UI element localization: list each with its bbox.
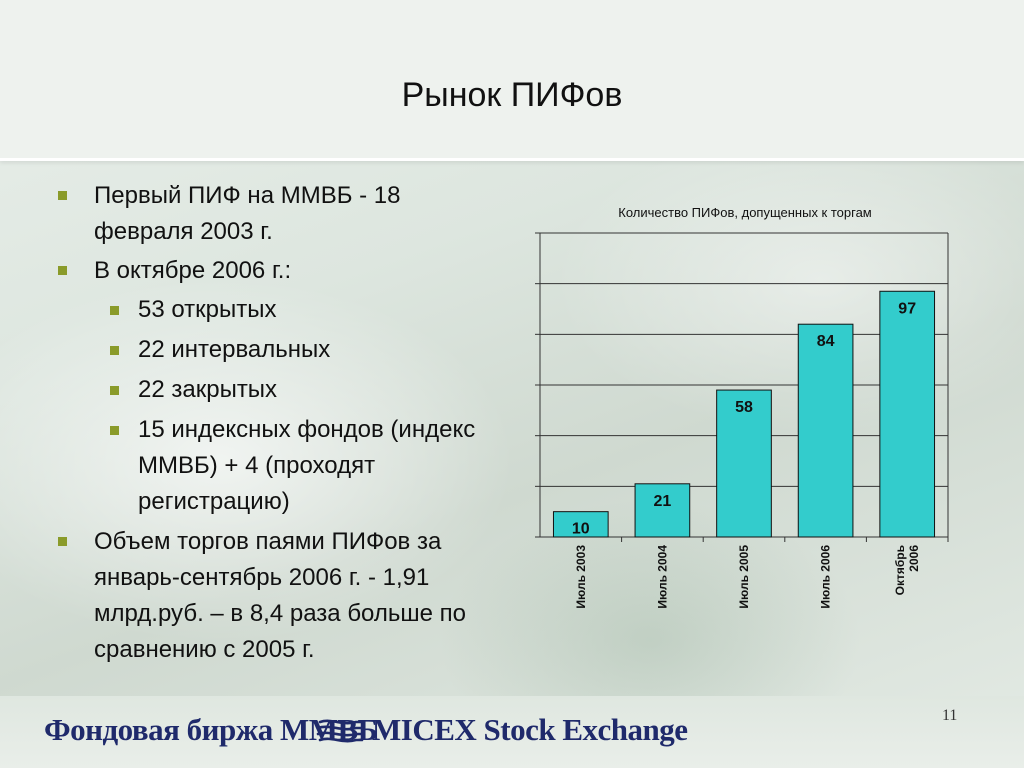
sub-bullet-item: 15 индексных фондов (индекс ММВБ) + 4 (п… <box>56 412 496 520</box>
slide-footer <box>0 696 1024 768</box>
x-tick-label: Октябрь2006 <box>893 545 921 596</box>
bar <box>797 323 854 538</box>
bullet-text: 15 индексных фондов (индекс ММВБ) + 4 (п… <box>138 416 476 515</box>
bullet-text: 22 интервальных <box>138 336 331 363</box>
bullet-square-icon <box>58 191 67 200</box>
bar-chart: 10 Июль 2003 21 Июль 2004 58 Июль 2005 84 Июль … <box>535 232 949 609</box>
bullet-square-icon <box>110 306 119 315</box>
chart-title: Количество ПИФов, допущенных к торгам <box>618 205 872 220</box>
bullet-text: В октябре 2006 г.: <box>94 257 292 284</box>
page-number: 11 <box>942 707 958 724</box>
x-tick-label: Июль 2003 <box>574 545 588 609</box>
micex-logo-icon <box>316 719 365 743</box>
bullet-item: В октябре 2006 г.: <box>56 253 496 289</box>
bullet-square-icon <box>110 346 119 355</box>
bar <box>879 290 936 538</box>
data-label: 84 <box>817 333 835 350</box>
bullet-list: Первый ПИФ на ММВБ - 18 февраля 2003 г. В… <box>56 178 496 671</box>
data-label: 10 <box>572 521 590 538</box>
bullet-item: Объем торгов паями ПИФов за январь-сентя… <box>56 524 496 668</box>
data-label: 21 <box>654 493 672 510</box>
bullet-square-icon <box>110 386 119 395</box>
x-tick-label: Июль 2006 <box>819 545 833 609</box>
sub-bullet-item: 53 открытых <box>56 292 496 328</box>
slide-header: Рынок ПИФов <box>0 0 1024 161</box>
bullet-text: Объем торгов паями ПИФов за январь-сентя… <box>94 528 466 663</box>
bar <box>634 483 691 538</box>
sub-bullet-item: 22 интервальных <box>56 332 496 368</box>
bullet-square-icon <box>58 537 67 546</box>
bullet-item: Первый ПИФ на ММВБ - 18 февраля 2003 г. <box>56 178 496 250</box>
bullet-square-icon <box>58 266 67 275</box>
data-label: 97 <box>898 300 916 317</box>
x-tick-label: Июль 2005 <box>737 545 751 609</box>
data-label: 58 <box>735 399 753 416</box>
bullet-text: Первый ПИФ на ММВБ - 18 февраля 2003 г. <box>94 182 401 245</box>
x-tick-label: Июль 2004 <box>655 545 669 609</box>
bar <box>552 511 609 538</box>
bullet-text: 53 открытых <box>138 296 277 323</box>
bullet-square-icon <box>110 426 119 435</box>
footer-logo-left-text: Фондовая биржа ММВБ <box>44 712 378 747</box>
slide-title: Рынок ПИФов <box>401 76 623 114</box>
bar <box>716 389 772 538</box>
bullet-text: 22 закрытых <box>138 376 278 403</box>
footer-logo-right-text: MICEX Stock Exchange <box>372 712 688 747</box>
sub-bullet-item: 22 закрытых <box>56 372 496 408</box>
